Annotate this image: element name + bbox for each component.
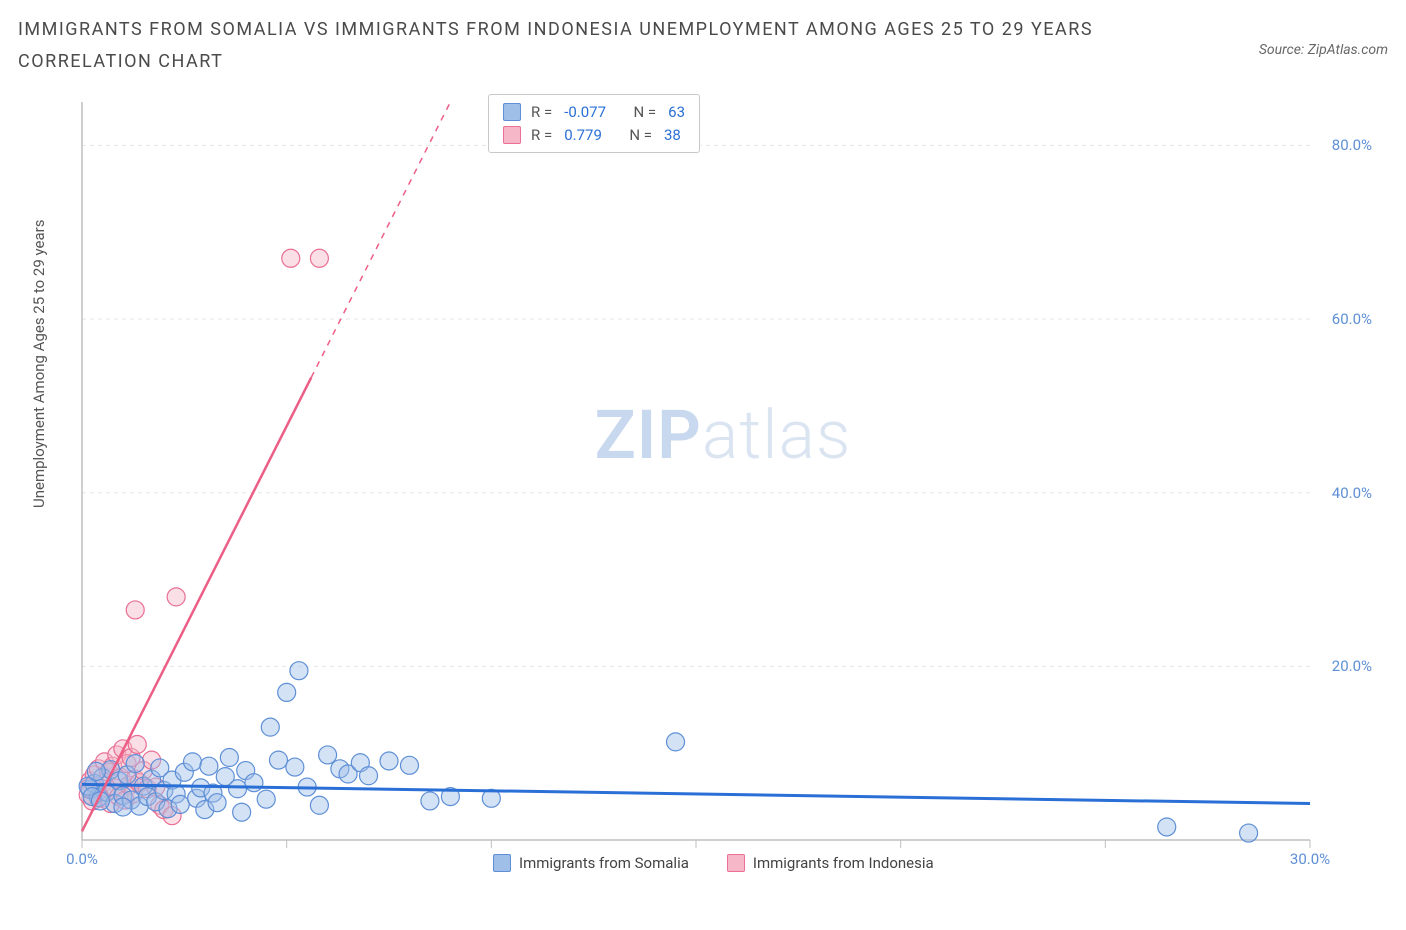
legend-label-somalia: Immigrants from Somalia [519, 854, 689, 872]
n-value-somalia: 63 [668, 101, 685, 124]
stats-row-indonesia: R = 0.779 N = 38 [503, 124, 685, 147]
plot-area: ZIPatlas R = -0.077 N = 63 R = 0.779 N =… [78, 96, 1368, 866]
scatter-svg [78, 96, 1368, 866]
page-title: IMMIGRANTS FROM SOMALIA VS IMMIGRANTS FR… [18, 14, 1118, 79]
n-label: N = [629, 124, 652, 147]
chart-container: Unemployment Among Ages 25 to 29 years Z… [18, 88, 1388, 908]
swatch-indonesia [727, 854, 745, 872]
r-value-somalia: -0.077 [564, 101, 606, 124]
swatch-somalia [503, 103, 521, 121]
n-label: N = [633, 101, 656, 124]
swatch-somalia [493, 854, 511, 872]
y-axis-label: Unemployment Among Ages 25 to 29 years [30, 220, 48, 508]
r-value-indonesia: 0.779 [564, 124, 602, 147]
legend-item-somalia: Immigrants from Somalia [493, 854, 689, 872]
r-label: R = [531, 101, 552, 124]
stats-legend: R = -0.077 N = 63 R = 0.779 N = 38 [488, 94, 700, 153]
legend-item-indonesia: Immigrants from Indonesia [727, 854, 934, 872]
source-text: Source: ZipAtlas.com [1259, 42, 1388, 58]
stats-row-somalia: R = -0.077 N = 63 [503, 101, 685, 124]
n-value-indonesia: 38 [664, 124, 681, 147]
bottom-legend: Immigrants from Somalia Immigrants from … [493, 854, 934, 872]
swatch-indonesia [503, 126, 521, 144]
legend-label-indonesia: Immigrants from Indonesia [753, 854, 934, 872]
r-label: R = [531, 124, 552, 147]
